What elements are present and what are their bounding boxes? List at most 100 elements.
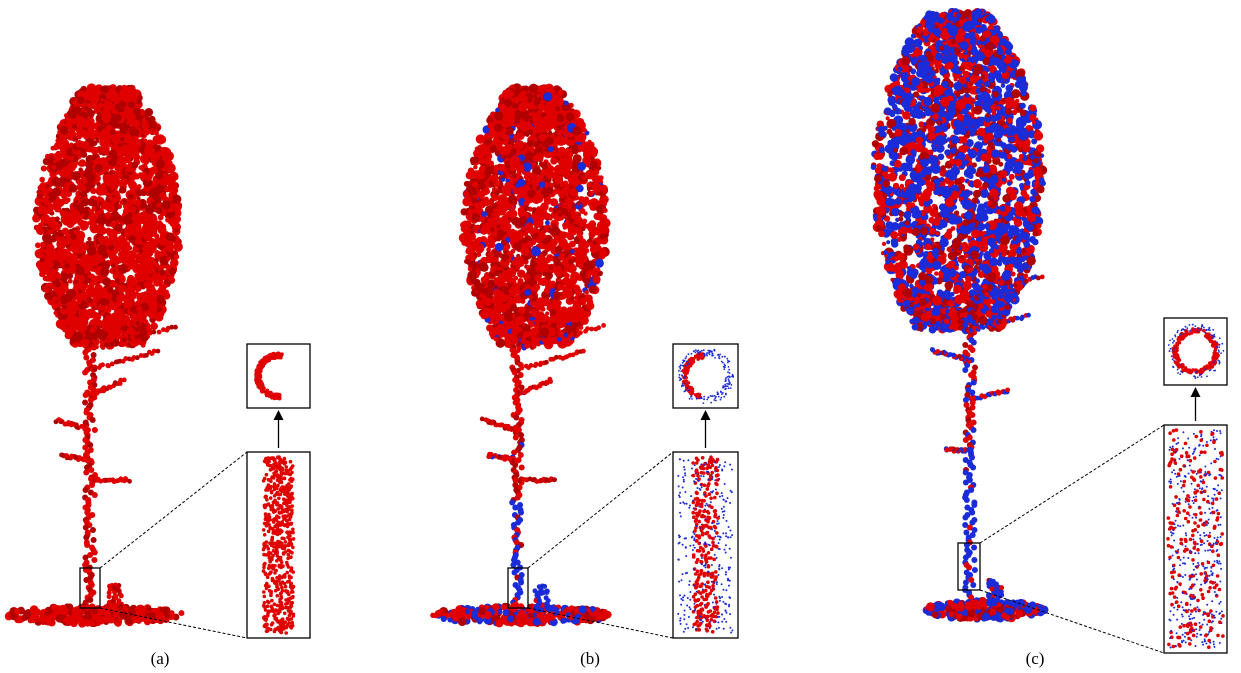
point (61, 210, 70, 219)
point (127, 327, 135, 335)
point (112, 272, 120, 280)
point (95, 138, 100, 144)
point (264, 488, 268, 492)
point (52, 187, 62, 197)
point (42, 157, 51, 166)
point (290, 504, 295, 508)
point (156, 329, 162, 335)
point (88, 86, 94, 92)
point (136, 98, 142, 105)
point (271, 578, 276, 583)
point (262, 594, 267, 599)
point (87, 298, 93, 304)
point (134, 199, 142, 207)
point (269, 352, 273, 357)
point (123, 155, 131, 163)
point (276, 611, 280, 616)
point (66, 148, 73, 155)
point (277, 529, 281, 533)
point (101, 200, 111, 210)
point (59, 452, 64, 458)
point (68, 162, 73, 167)
point (151, 329, 157, 335)
point (89, 417, 96, 423)
point (284, 631, 289, 635)
point (91, 156, 96, 161)
point (172, 222, 180, 230)
point (271, 518, 275, 522)
point (284, 465, 289, 469)
point (283, 620, 288, 624)
point (77, 604, 84, 610)
point (94, 291, 102, 299)
point (35, 242, 41, 249)
point (275, 490, 280, 495)
point (114, 339, 120, 345)
point (128, 289, 136, 297)
point (70, 233, 77, 240)
point (288, 478, 292, 482)
point (110, 200, 115, 205)
point (283, 589, 288, 593)
point (286, 523, 291, 527)
point (289, 621, 294, 625)
point (61, 325, 69, 333)
point (517, 207, 523, 213)
point (280, 522, 284, 527)
point (131, 227, 139, 235)
point (84, 279, 89, 285)
point (111, 323, 121, 333)
point (523, 231, 529, 237)
point (275, 525, 279, 529)
point (73, 106, 82, 115)
point (85, 258, 94, 267)
point (96, 185, 104, 193)
point (144, 116, 150, 121)
point (264, 472, 269, 477)
point (159, 239, 166, 246)
point (100, 144, 110, 154)
point (574, 287, 583, 296)
point (265, 604, 270, 608)
point (107, 160, 113, 166)
point (263, 583, 268, 588)
point (44, 615, 52, 623)
point (120, 263, 126, 270)
point (290, 491, 295, 496)
point (60, 192, 68, 199)
point (46, 243, 55, 253)
point (122, 337, 127, 343)
point (90, 537, 97, 543)
point (264, 456, 268, 461)
point (142, 290, 150, 299)
point (60, 237, 67, 245)
point (137, 612, 144, 619)
point (104, 342, 109, 348)
point (89, 199, 97, 207)
point (569, 264, 577, 273)
point (263, 512, 268, 516)
point (121, 377, 127, 383)
point (172, 175, 177, 180)
point (268, 496, 273, 500)
tree (430, 83, 739, 639)
point (82, 399, 89, 406)
point (59, 158, 68, 167)
point (105, 240, 112, 247)
point (135, 154, 141, 160)
point (51, 164, 57, 170)
point (51, 234, 57, 240)
point (88, 214, 95, 221)
point (135, 252, 144, 262)
point (109, 129, 116, 136)
point (280, 471, 284, 476)
point (113, 113, 122, 123)
point (274, 469, 279, 474)
point (66, 288, 77, 299)
point (274, 568, 279, 573)
point (265, 391, 269, 396)
point (287, 574, 292, 578)
point (99, 267, 109, 278)
point (159, 269, 166, 276)
